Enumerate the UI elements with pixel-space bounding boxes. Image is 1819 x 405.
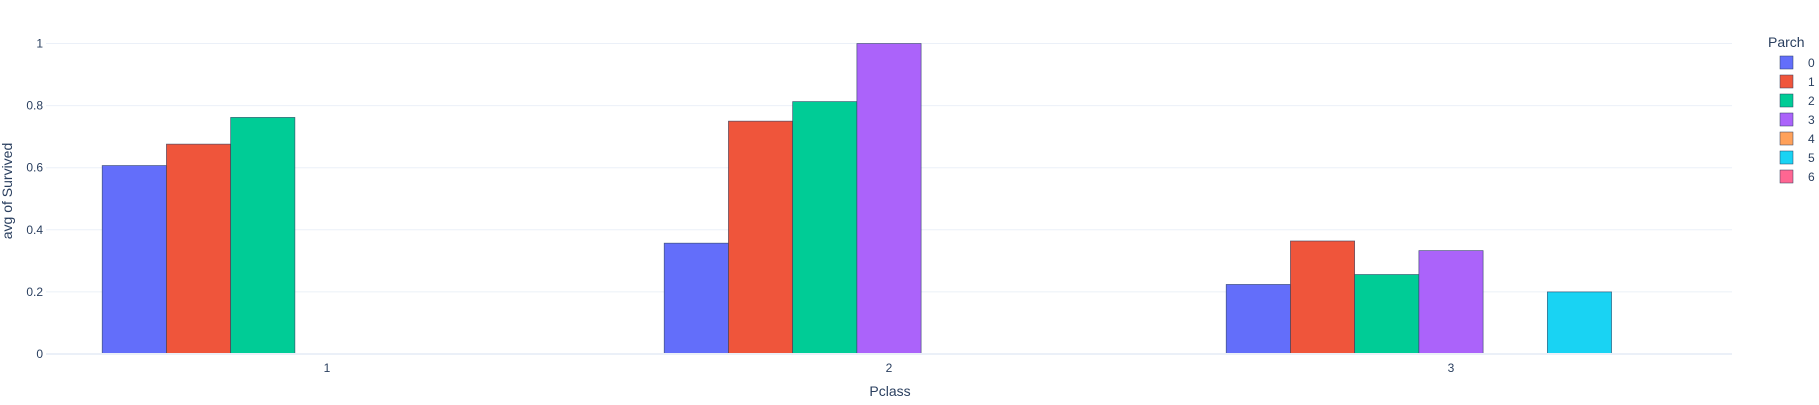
bar-parch-1-pclass-1[interactable] bbox=[166, 143, 232, 355]
legend-swatch-0[interactable] bbox=[1779, 55, 1794, 70]
bar-parch-2-pclass-3[interactable] bbox=[1354, 274, 1420, 355]
y-tick-label: 0.4 bbox=[26, 223, 43, 237]
bar-parch-2-pclass-2[interactable] bbox=[792, 101, 858, 355]
y-tick-label: 0.6 bbox=[26, 161, 43, 175]
legend-label-2[interactable]: 2 bbox=[1808, 94, 1815, 108]
legend-swatch-5[interactable] bbox=[1779, 150, 1794, 165]
legend-label-6[interactable]: 6 bbox=[1808, 170, 1815, 184]
bar-parch-0-pclass-1[interactable] bbox=[101, 165, 167, 355]
legend-title: Parch bbox=[1768, 34, 1805, 50]
bars-layer bbox=[101, 43, 1612, 355]
legend-label-1[interactable]: 1 bbox=[1808, 75, 1815, 89]
legend-swatch-1[interactable] bbox=[1779, 74, 1794, 89]
legend-label-4[interactable]: 4 bbox=[1808, 132, 1815, 146]
y-tick-label: 1 bbox=[36, 37, 43, 51]
axes-layer: 0 0.2 0.4 0.6 0.8 1 1 2 3 bbox=[26, 37, 1732, 375]
legend-label-3[interactable]: 3 bbox=[1808, 113, 1815, 127]
legend-label-0[interactable]: 0 bbox=[1808, 56, 1815, 70]
bar-parch-5-pclass-3[interactable] bbox=[1546, 291, 1612, 355]
x-tick-label: 1 bbox=[324, 361, 331, 375]
legend-label-5[interactable]: 5 bbox=[1808, 151, 1815, 165]
y-tick-label: 0.2 bbox=[26, 285, 43, 299]
legend-swatch-6[interactable] bbox=[1779, 169, 1794, 184]
y-tick-label: 0.8 bbox=[26, 99, 43, 113]
legend-swatch-2[interactable] bbox=[1779, 93, 1794, 108]
bar-parch-1-pclass-3[interactable] bbox=[1290, 240, 1356, 355]
bar-parch-3-pclass-2[interactable] bbox=[856, 43, 922, 355]
bar-parch-1-pclass-2[interactable] bbox=[728, 120, 794, 355]
bar-parch-3-pclass-3[interactable] bbox=[1418, 250, 1484, 355]
legend-swatch-4[interactable] bbox=[1779, 131, 1794, 146]
y-axis-title: avg of Survived bbox=[0, 143, 15, 240]
x-tick-label: 3 bbox=[1448, 361, 1455, 375]
x-axis-title: Pclass bbox=[869, 383, 910, 399]
bar-parch-0-pclass-2[interactable] bbox=[663, 242, 729, 355]
legend: Parch 0 1 2 3 4 5 6 bbox=[1768, 34, 1815, 184]
bar-parch-2-pclass-1[interactable] bbox=[230, 117, 296, 355]
x-tick-label: 2 bbox=[886, 361, 893, 375]
y-tick-label: 0 bbox=[36, 347, 43, 361]
legend-swatch-3[interactable] bbox=[1779, 112, 1794, 127]
bar-parch-0-pclass-3[interactable] bbox=[1225, 284, 1291, 355]
